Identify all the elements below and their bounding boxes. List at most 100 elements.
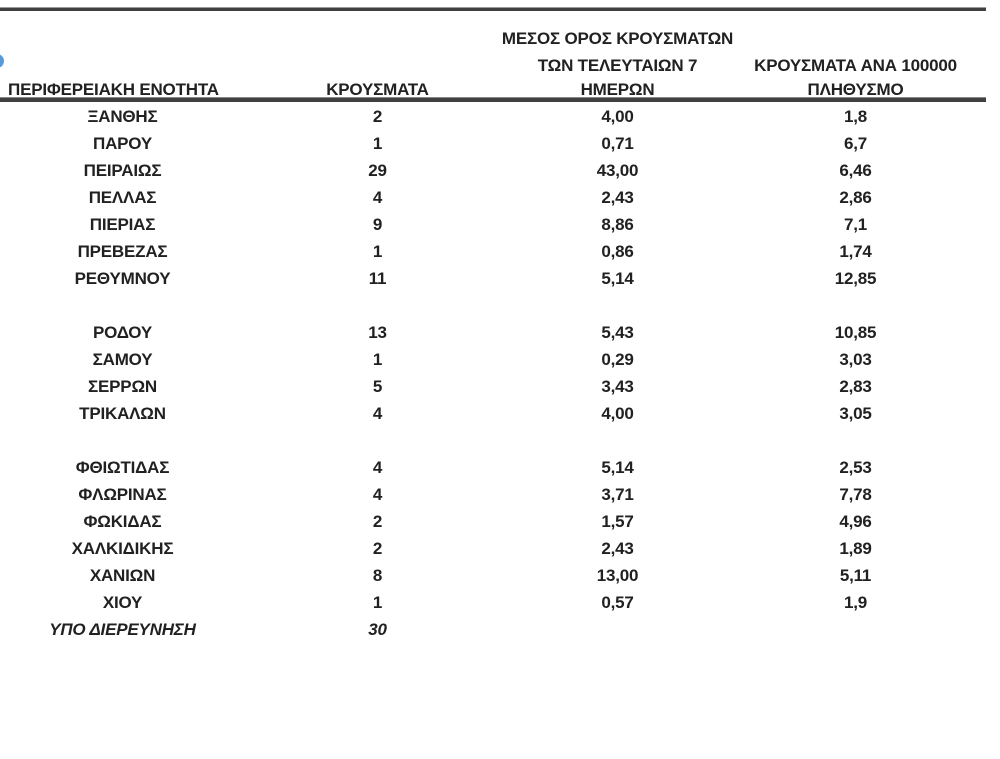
region-cell: ΠΡΕΒΕΖΑΣ [77,242,168,261]
cases-cell: 1 [372,593,383,612]
region-cell: ΞΑΝΘΗΣ [87,107,158,126]
avg7-cell: 0,86 [601,242,634,261]
per100k-cell: 3,03 [839,350,872,369]
per100k-cell [725,616,986,643]
region-cell: ΦΩΚΙΔΑΣ [83,512,162,531]
per100k-cell: 1,74 [839,242,872,261]
table-row-blank [0,427,986,454]
avg7-cell: 4,00 [601,107,634,126]
table-row: ΧΑΝΙΩΝ 8 13,00 5,11 [0,562,986,589]
cases-cell: 2 [372,539,383,558]
cases-cell: 29 [368,161,387,180]
avg7-cell: 13,00 [596,566,639,585]
table-body: ΞΑΝΘΗΣ 2 4,00 1,8 ΠΑΡΟΥ 1 0,71 6,7 ΠΕΙΡΑΙΩΣ 29 43,… [0,103,986,643]
avg7-cell: 2,43 [601,188,634,207]
avg7-cell: 8,86 [601,215,634,234]
cases-cell: 9 [372,215,383,234]
region-cell: ΥΠΟ ΔΙΕΡΕΥΝΗΣΗ [49,620,196,639]
region-cell: ΠΑΡΟΥ [93,134,152,153]
per100k-cell: 1,89 [839,539,872,558]
header-region: ΠΕΡΙΦΕΡΕΙΑΚΗ ΕΝΟΤΗΤΑ [8,80,219,99]
table-row: ΦΛΩΡΙΝΑΣ 4 3,71 7,78 [0,481,986,508]
region-cell: ΡΟΔΟΥ [93,323,152,342]
region-cell: ΦΛΩΡΙΝΑΣ [78,485,167,504]
per100k-cell: 1,8 [843,107,868,126]
blue-bullet-icon [0,54,4,68]
per100k-cell: 2,83 [839,377,872,396]
per100k-cell: 12,85 [834,269,877,288]
avg7-cell [510,616,725,643]
avg7-cell: 5,14 [601,458,634,477]
region-cell: ΠΕΛΛΑΣ [88,188,157,207]
cases-cell: 11 [368,269,387,288]
avg7-cell: 5,43 [601,323,634,342]
table-row: ΣΕΡΡΩΝ 5 3,43 2,83 [0,373,986,400]
avg7-cell: 0,57 [601,593,634,612]
per100k-cell: 4,96 [839,512,872,531]
avg7-cell: 3,71 [601,485,634,504]
table-row: ΦΩΚΙΔΑΣ 2 1,57 4,96 [0,508,986,535]
header-per100k-line2: ΠΛΗΘΥΣΜΟ [807,80,904,99]
per100k-cell: 7,78 [839,485,872,504]
per100k-cell: 5,11 [839,566,872,585]
region-cell: ΣΑΜΟΥ [92,350,153,369]
avg7-cell: 2,43 [601,539,634,558]
region-cell: ΡΕΘΥΜΝΟΥ [74,269,171,288]
per100k-cell: 6,46 [839,161,872,180]
per100k-cell: 2,53 [839,458,872,477]
table-row: ΠΙΕΡΙΑΣ 9 8,86 7,1 [0,211,986,238]
avg7-cell: 43,00 [596,161,639,180]
table-row: ΣΑΜΟΥ 1 0,29 3,03 [0,346,986,373]
cases-cell: 4 [372,458,383,477]
table-row: ΡΟΔΟΥ 13 5,43 10,85 [0,319,986,346]
table-row: ΧΙΟΥ 1 0,57 1,9 [0,589,986,616]
table-row: ΠΡΕΒΕΖΑΣ 1 0,86 1,74 [0,238,986,265]
cases-cell: 2 [372,107,383,126]
avg7-cell: 0,71 [601,134,634,153]
avg7-cell: 5,14 [601,269,634,288]
region-cell: ΦΘΙΩΤΙΔΑΣ [75,458,170,477]
header-divider [0,98,986,102]
table-row: ΧΑΛΚΙΔΙΚΗΣ 2 2,43 1,89 [0,535,986,562]
table-row: ΠΑΡΟΥ 1 0,71 6,7 [0,130,986,157]
per100k-cell: 3,05 [839,404,872,423]
region-cell: ΠΙΕΡΙΑΣ [89,215,156,234]
per100k-cell: 10,85 [834,323,877,342]
avg7-cell: 4,00 [601,404,634,423]
cases-cell: 1 [372,134,383,153]
cases-cell: 5 [372,377,383,396]
region-cell: ΧΑΛΚΙΔΙΚΗΣ [71,539,174,558]
table-row: ΡΕΘΥΜΝΟΥ 11 5,14 12,85 [0,265,986,292]
region-cell: ΤΡΙΚΑΛΩΝ [79,404,166,423]
header-cases: ΚΡΟΥΣΜΑΤΑ [326,80,429,99]
top-divider [0,8,986,11]
table-row: ΠΕΛΛΑΣ 4 2,43 2,86 [0,184,986,211]
table-row: ΠΕΙΡΑΙΩΣ 29 43,00 6,46 [0,157,986,184]
cases-cell: 1 [372,350,383,369]
avg7-cell: 3,43 [601,377,634,396]
header-avg7-line2: ΤΩΝ ΤΕΛΕΥΤΑΙΩΝ 7 [537,56,698,75]
cases-cell: 13 [368,323,387,342]
cases-cell: 8 [372,566,383,585]
table-row: ΦΘΙΩΤΙΔΑΣ 4 5,14 2,53 [0,454,986,481]
cases-cell: 4 [372,404,383,423]
header-avg7-line3: ΗΜΕΡΩΝ [580,80,655,99]
region-cell: ΧΑΝΙΩΝ [89,566,156,585]
per100k-cell: 7,1 [843,215,868,234]
header-avg7-line1: ΜΕΣΟΣ ΟΡΟΣ ΚΡΟΥΣΜΑΤΩΝ [501,29,734,48]
cases-cell: 1 [372,242,383,261]
per100k-cell: 1,9 [843,593,868,612]
table-row: ΤΡΙΚΑΛΩΝ 4 4,00 3,05 [0,400,986,427]
table-row: ΞΑΝΘΗΣ 2 4,00 1,8 [0,103,986,130]
avg7-cell: 0,29 [601,350,634,369]
avg7-cell: 1,57 [601,512,634,531]
cases-cell: 4 [372,485,383,504]
cases-cell: 30 [368,620,387,639]
cases-cell: 2 [372,512,383,531]
per100k-cell: 6,7 [843,134,868,153]
region-cell: ΣΕΡΡΩΝ [88,377,157,396]
per100k-cell: 2,86 [839,188,872,207]
table-row: ΥΠΟ ΔΙΕΡΕΥΝΗΣΗ 30 [0,616,986,643]
region-cell: ΠΕΙΡΑΙΩΣ [83,161,162,180]
